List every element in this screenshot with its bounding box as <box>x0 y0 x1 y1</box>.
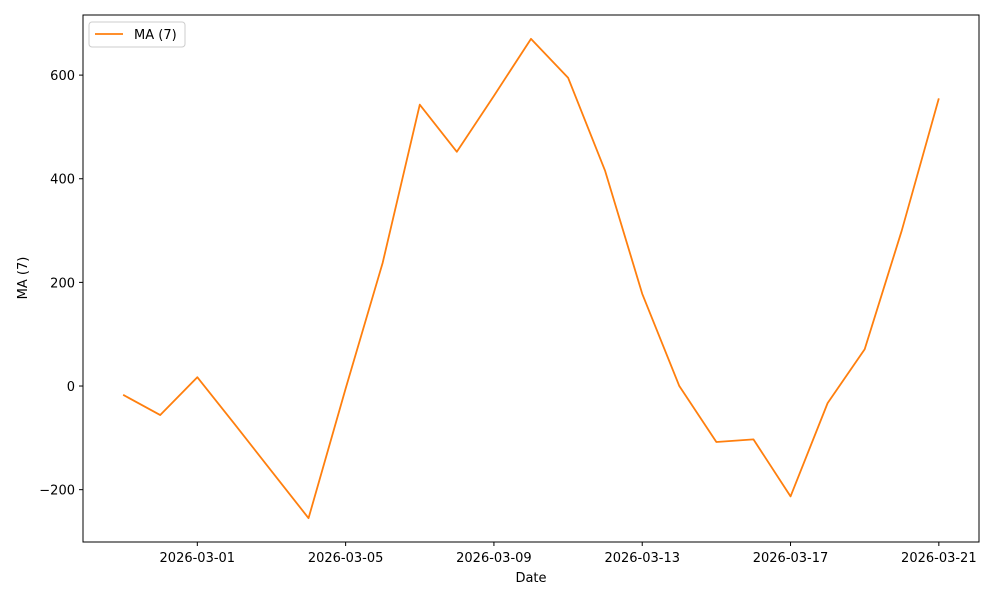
x-tick-label: 2026-03-21 <box>901 551 977 566</box>
x-tick-label: 2026-03-17 <box>753 551 829 566</box>
legend: MA (7) <box>88 21 186 48</box>
y-tick-label: 600 <box>50 69 75 84</box>
x-tick-label: 2026-03-01 <box>160 551 236 566</box>
y-tick-label: 0 <box>67 380 75 395</box>
y-tick-label: 200 <box>50 276 75 291</box>
legend-box <box>88 21 186 48</box>
legend-label: MA (7) <box>134 28 177 43</box>
x-tick-label: 2026-03-05 <box>308 551 384 566</box>
y-tick-label: 400 <box>50 173 75 188</box>
axes-frame <box>82 14 980 543</box>
x-tick-label: 2026-03-09 <box>456 551 532 566</box>
series-line <box>122 37 940 520</box>
y-tick-label: −200 <box>39 484 75 499</box>
x-axis-label: Date <box>515 571 546 586</box>
plot-area: 2026-03-01 2026-03-05 2026-03-09 2026-03-13… <box>39 14 980 566</box>
y-axis-label: MA (7) <box>16 257 31 300</box>
x-tick-label: 2026-03-13 <box>604 551 680 566</box>
